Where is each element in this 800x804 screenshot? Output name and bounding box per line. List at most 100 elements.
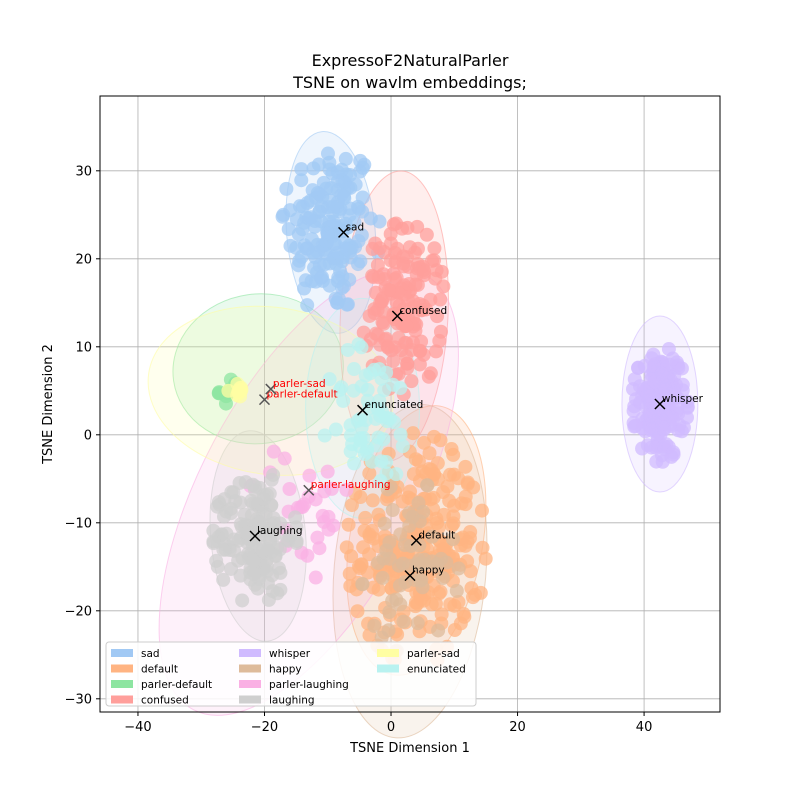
scatter-point-parler-laughing (320, 464, 335, 479)
scatter-point-laughing (206, 523, 221, 538)
scatter-point-happy (392, 578, 407, 593)
scatter-point-whisper (626, 403, 641, 418)
scatter-point-default (365, 493, 380, 508)
scatter-point-whisper (627, 372, 642, 387)
scatter-point-laughing (223, 501, 238, 516)
scatter-point-default (358, 510, 373, 525)
legend-label: parler-default (141, 679, 212, 691)
scatter-point-whisper (666, 445, 681, 460)
scatter-point-laughing (250, 581, 265, 596)
scatter-point-confused (399, 319, 414, 334)
scatter-point-confused (391, 366, 406, 381)
scatter-point-sad (310, 244, 325, 259)
scatter-point-sad (354, 228, 369, 243)
legend-swatch (111, 664, 133, 673)
scatter-point-enunciated (351, 337, 366, 352)
x-tick-label: 40 (636, 720, 653, 735)
scatter-point-whisper (649, 454, 664, 469)
scatter-point-confused (386, 353, 401, 368)
scatter-point-confused (429, 344, 444, 359)
scatter-point-confused (428, 271, 443, 286)
scatter-point-happy (374, 630, 389, 645)
y-tick-label: 10 (75, 340, 92, 355)
legend-swatch (239, 649, 261, 657)
scatter-point-default (341, 517, 356, 532)
scatter-point-sad (320, 226, 335, 241)
legend-entry-parler-default: parler-default (111, 679, 212, 691)
scatter-point-whisper (654, 366, 669, 381)
legend-label: parler-laughing (269, 679, 349, 691)
scatter-point-enunciated (372, 393, 387, 408)
scatter-point-default (430, 472, 445, 487)
scatter-point-enunciated (347, 456, 362, 471)
scatter-point-whisper (628, 392, 643, 407)
scatter-point-laughing (244, 493, 259, 508)
scatter-point-default (342, 566, 357, 581)
legend-label: confused (141, 695, 189, 707)
scatter-point-laughing (266, 511, 281, 526)
scatter-point-default (354, 557, 369, 572)
legend-entry-parler-sad: parler-sad (377, 648, 460, 660)
scatter-point-sad (338, 216, 353, 231)
scatter-point-confused (419, 227, 434, 242)
scatter-point-enunciated (333, 382, 348, 397)
scatter-point-confused (374, 293, 389, 308)
scatter-point-laughing (206, 536, 221, 551)
scatter-point-confused (427, 241, 442, 256)
scatter-point-whisper (676, 420, 691, 435)
legend-entry-enunciated: enunciated (377, 664, 466, 676)
scatter-point-confused (380, 340, 395, 355)
scatter-point-default (366, 580, 381, 595)
scatter-point-happy (367, 618, 382, 633)
legend-entry-whisper: whisper (239, 648, 311, 660)
centroid-marker-parler-default: parler-default (258, 389, 338, 406)
scatter-points (206, 146, 695, 667)
scatter-point-laughing (266, 467, 281, 482)
scatter-point-happy (382, 605, 397, 620)
legend-swatch (239, 680, 261, 688)
scatter-point-default (362, 466, 377, 481)
centroid-x-stroke (357, 404, 369, 416)
scatter-point-sad (322, 214, 337, 229)
scatter-point-default (350, 604, 365, 619)
scatter-point-happy (393, 527, 408, 542)
y-tick-label: 20 (75, 252, 92, 267)
scatter-point-confused (410, 241, 425, 256)
scatter-point-confused (391, 330, 406, 345)
scatter-point-happy (449, 583, 464, 598)
scatter-point-default (434, 607, 449, 622)
legend-label: laughing (269, 695, 315, 707)
scatter-point-enunciated (328, 422, 343, 437)
scatter-point-enunciated (363, 366, 378, 381)
centroid-x-stroke (258, 394, 271, 406)
scatter-point-laughing (246, 554, 261, 569)
scatter-point-sad (322, 155, 337, 170)
legend-entry-parler-laughing: parler-laughing (239, 679, 349, 691)
centroid-marker-confused: confused (391, 305, 447, 322)
scatter-point-happy (431, 623, 446, 638)
scatter-point-default (403, 484, 418, 499)
scatter-point-sad (294, 162, 309, 177)
scatter-point-happy (420, 478, 435, 493)
scatter-point-confused (416, 298, 431, 313)
legend-swatch (239, 664, 261, 673)
scatter-point-enunciated (393, 427, 408, 442)
scatter-point-sad (312, 258, 327, 273)
scatter-point-sad (291, 227, 306, 242)
scatter-point-sad (330, 174, 345, 189)
scatter-point-whisper (657, 378, 672, 393)
scatter-point-enunciated (343, 444, 358, 459)
centroid-label-confused: confused (399, 305, 447, 317)
scatter-point-enunciated (347, 362, 362, 377)
scatter-point-confused (365, 241, 380, 256)
y-tick-label: −20 (65, 604, 92, 619)
centroid-label-happy: happy (412, 565, 445, 577)
plot-frame (99, 95, 721, 713)
centroid-label-sad: sad (346, 221, 365, 233)
scatter-point-happy (355, 576, 370, 591)
scatter-point-laughing (216, 572, 231, 587)
y-tick-label: −30 (65, 692, 92, 707)
scatter-point-confused (386, 217, 401, 232)
scatter-point-default (474, 503, 489, 518)
scatter-point-whisper (661, 342, 676, 357)
